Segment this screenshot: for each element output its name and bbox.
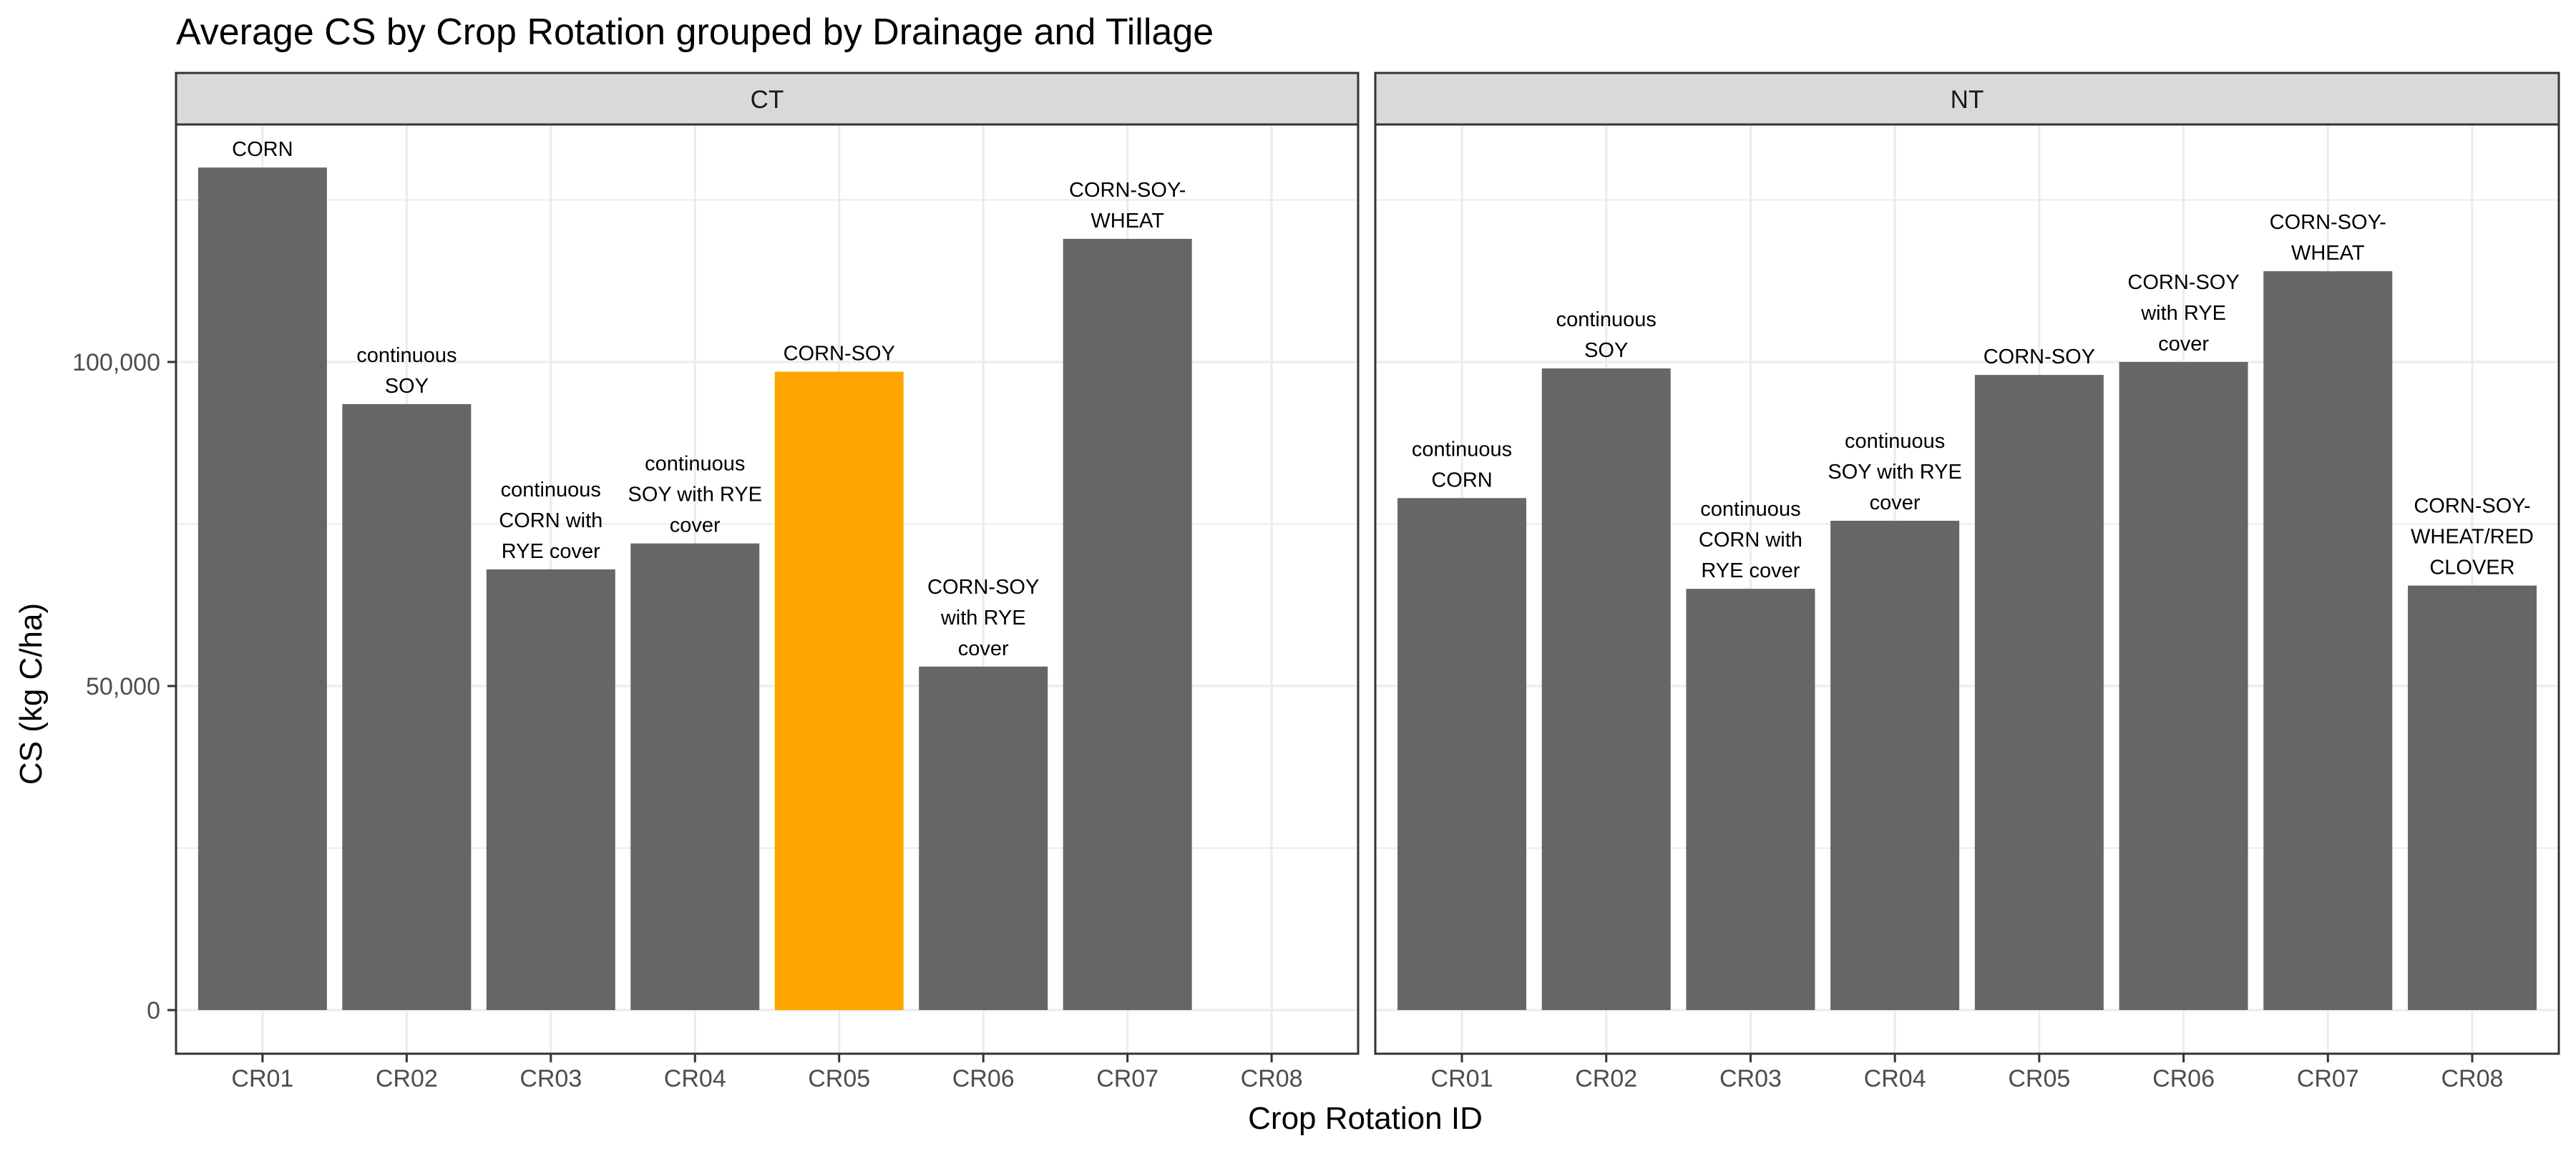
facet-panels: CORN continuous SOY continuous CORN with RYE …	[175, 72, 2560, 1092]
bar-ct-cr03	[486, 569, 615, 1010]
bar-label: continuous CORN with RYE cover	[1699, 498, 1802, 582]
chart-title: Average CS by Crop Rotation grouped by D…	[176, 11, 1214, 53]
bar-nt-cr01	[1397, 498, 1527, 1010]
bar-ct-cr06	[919, 666, 1048, 1010]
bar-label: CORN-SOY with RYE cover	[2127, 271, 2239, 356]
bar-ct-cr05	[774, 371, 904, 1010]
bar-label: CORN-SOY with RYE cover	[927, 576, 1039, 660]
facet-strip	[1374, 72, 2560, 126]
y-tick-label: 0	[147, 997, 160, 1024]
bar-label: continuous SOY with RYE cover	[1828, 430, 1962, 514]
facet-panel-nt: continuous CORN continuous SOY continuous COR…	[1374, 72, 2560, 1092]
x-tick-label: CR07	[2297, 1065, 2359, 1092]
facet-strip-label: NT	[1951, 86, 1984, 114]
x-tick-label: CR07	[1096, 1065, 1158, 1092]
bar-label: continuous SOY	[1556, 308, 1657, 362]
bar-ct-cr01	[197, 167, 327, 1011]
x-tick-label: CR03	[519, 1065, 582, 1092]
bar-label: CORN-SOY	[1984, 346, 2095, 368]
bar-nt-cr04	[1830, 520, 1960, 1010]
bar-nt-cr03	[1686, 589, 1815, 1010]
bar-label: continuous SOY with RYE cover	[628, 453, 763, 537]
bar-label: CORN-SOY-WHEAT	[2270, 211, 2386, 265]
y-tick-label: 100,000	[72, 349, 160, 376]
facet-panel-ct: CORN continuous SOY continuous CORN with RYE …	[175, 72, 1360, 1092]
bar-label: CORN-SOY-WHEAT	[1069, 179, 1186, 232]
x-tick-label: CR04	[1864, 1065, 1926, 1092]
y-tick-label: 50,000	[86, 673, 160, 700]
x-tick-label: CR05	[2008, 1065, 2070, 1092]
x-tick-label: CR01	[1431, 1065, 1493, 1092]
bar-label: continuous CORN	[1412, 438, 1512, 491]
bar-nt-cr08	[2407, 585, 2537, 1010]
x-tick-label: CR05	[808, 1065, 870, 1092]
bar-nt-cr06	[2119, 362, 2248, 1010]
y-axis-title: CS (kg C/ha)	[14, 603, 49, 785]
x-tick-label: CR01	[231, 1065, 293, 1092]
x-tick-label: CR04	[664, 1065, 726, 1092]
x-tick-label: CR02	[1575, 1065, 1637, 1092]
bar-label: continuous CORN with RYE cover	[499, 479, 602, 563]
x-tick-label: CR06	[2152, 1065, 2215, 1092]
y-axis: 0 50,000 100,000	[72, 349, 176, 1024]
facet-strip	[175, 72, 1360, 126]
x-tick-label: CR08	[2441, 1065, 2504, 1092]
bar-nt-cr02	[1541, 368, 1671, 1010]
bar-label: CORN-SOY-WHEAT/RED CLOVER	[2411, 495, 2534, 579]
x-tick-label: CR06	[952, 1065, 1015, 1092]
bar-nt-cr07	[2263, 271, 2393, 1010]
bar-ct-cr07	[1063, 238, 1192, 1010]
bar-label: continuous SOY	[356, 344, 457, 398]
facet-strip-label: CT	[751, 86, 784, 114]
x-tick-label: CR08	[1241, 1065, 1303, 1092]
bar-ct-cr04	[630, 543, 760, 1010]
bar-label: CORN-SOY	[784, 343, 895, 366]
bar-nt-cr05	[1974, 375, 2104, 1010]
bar-label: CORN	[232, 138, 293, 161]
x-axis-title: Crop Rotation ID	[1248, 1101, 1483, 1136]
bar-ct-cr02	[342, 403, 472, 1010]
x-tick-label: CR02	[376, 1065, 438, 1092]
x-tick-label: CR03	[1719, 1065, 1782, 1092]
